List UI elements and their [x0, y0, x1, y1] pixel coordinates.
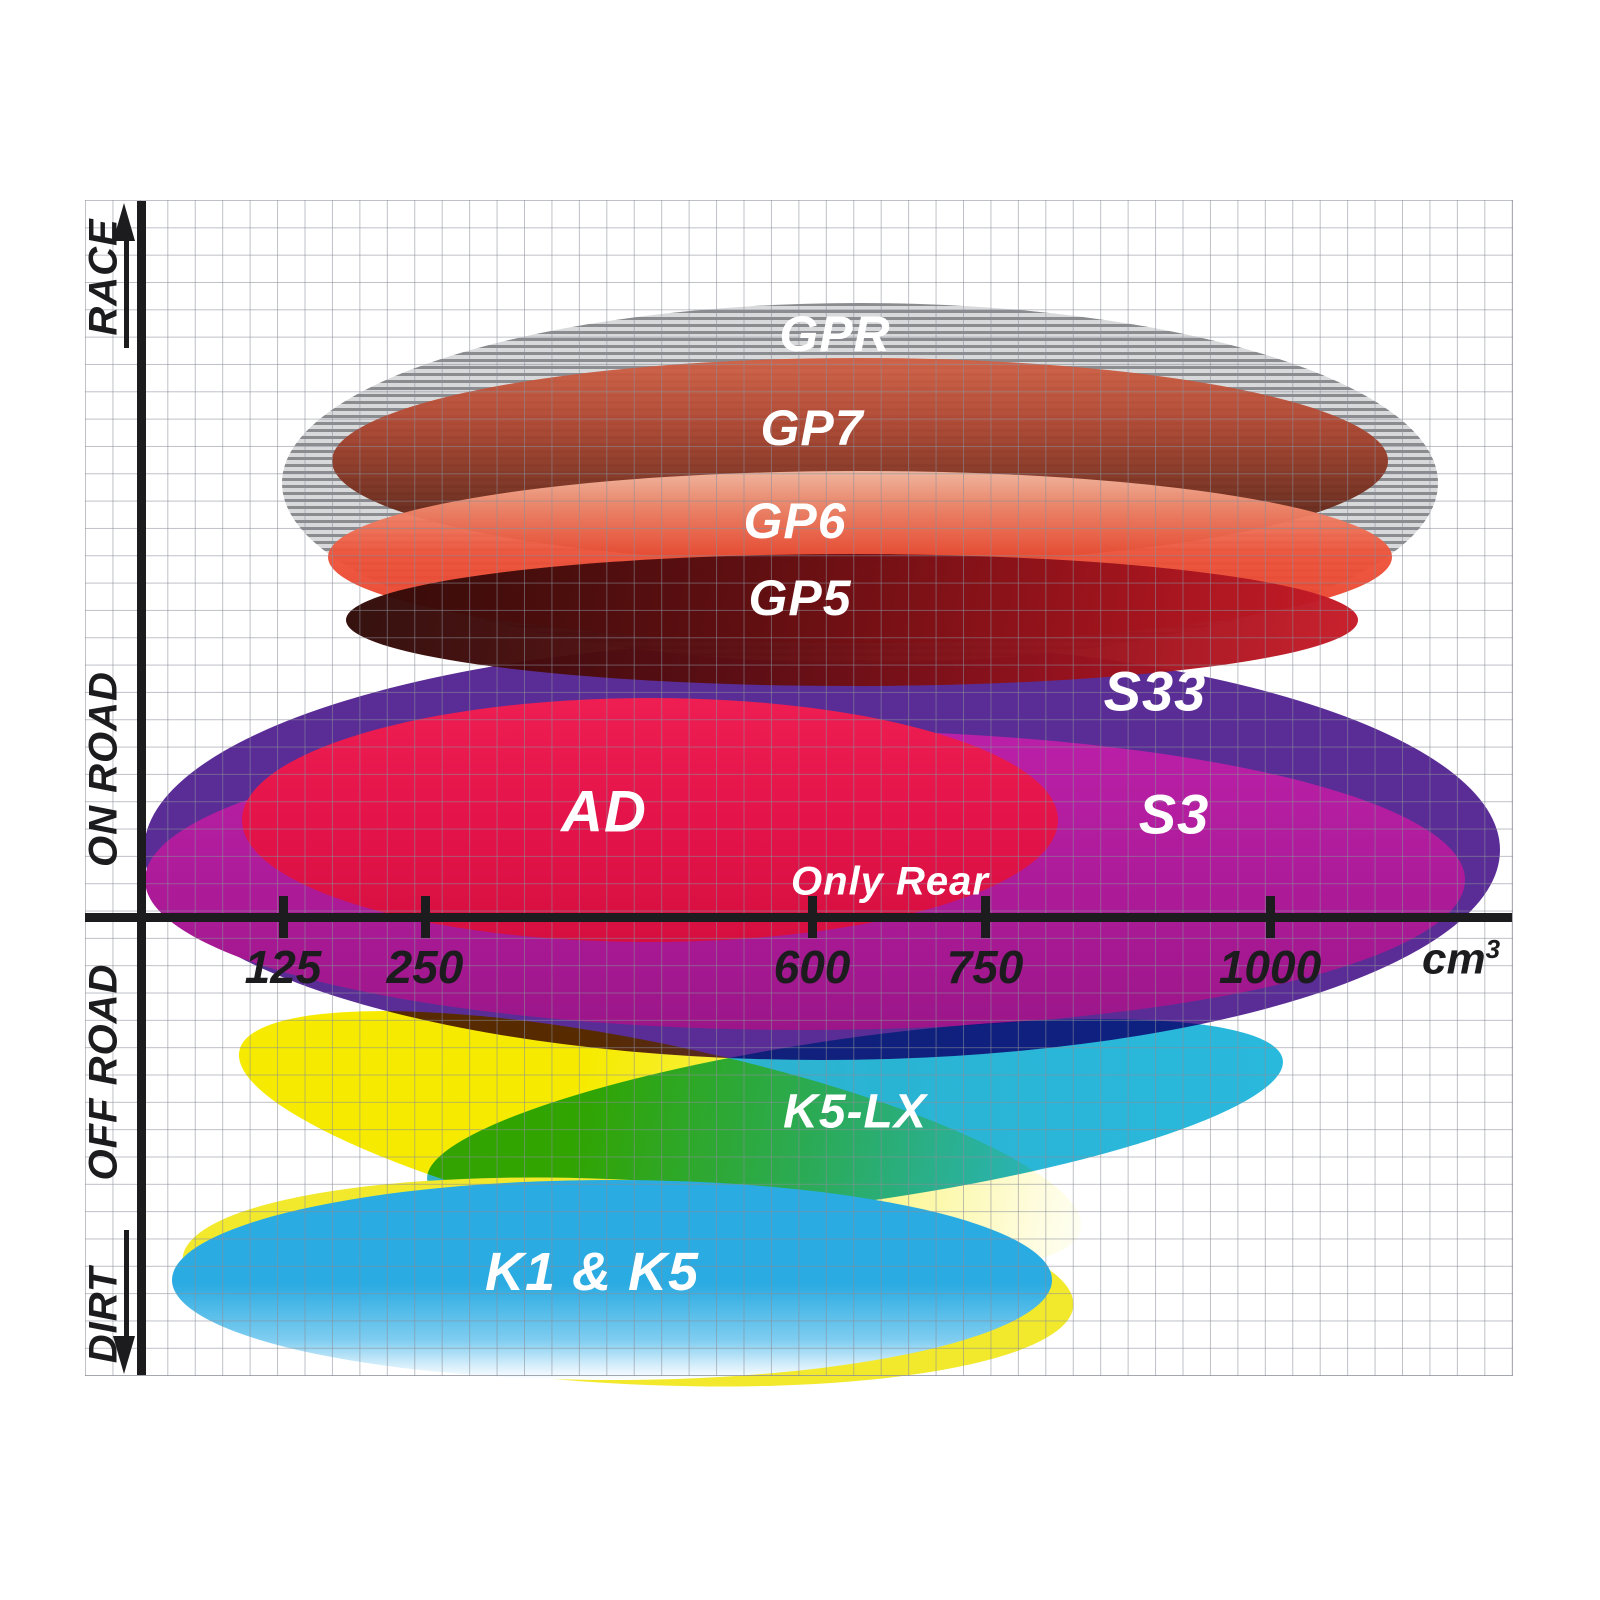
zone-label-k1-k5: K1 & K5 — [484, 1242, 700, 1302]
zone-label-gp6: GP6 — [743, 493, 847, 549]
tick-label-250: 250 — [386, 941, 464, 993]
down-arrow-icon — [113, 1336, 135, 1374]
x-axis-unit-label: cm3 — [1422, 934, 1500, 985]
zone-label-s3: S3 — [1138, 782, 1210, 846]
up-arrow-icon — [113, 203, 135, 241]
up-arrow-line — [124, 240, 129, 348]
zone-label-only-rear: Only Rear — [791, 859, 989, 904]
tick-mark-750 — [981, 896, 990, 938]
tick-mark-1000 — [1266, 896, 1275, 938]
side-label-on-road: ON ROAD — [81, 671, 126, 867]
tick-label-750: 750 — [946, 941, 1024, 993]
down-arrow-line — [124, 1230, 129, 1338]
unit-base: cm — [1422, 934, 1486, 984]
tick-label-1000: 1000 — [1218, 941, 1322, 993]
zone-label-k5-lx: K5-LX — [783, 1085, 927, 1139]
zone-label-gp7: GP7 — [760, 400, 864, 456]
zone-label-ad: AD — [561, 779, 647, 845]
unit-exponent: 3 — [1485, 934, 1501, 964]
zone-label-gp5: GP5 — [748, 570, 852, 626]
tick-label-125: 125 — [244, 941, 322, 993]
x-axis-line — [85, 913, 1512, 922]
tick-label-600: 600 — [773, 941, 851, 993]
zone-label-s33: S33 — [1103, 659, 1207, 723]
zone-ellipse-ad — [242, 698, 1058, 942]
y-axis-line — [137, 201, 146, 1375]
tick-mark-600 — [808, 896, 817, 938]
side-label-off-road: OFF ROAD — [81, 963, 126, 1181]
tick-mark-125 — [279, 896, 288, 938]
zone-label-gpr: GPR — [779, 306, 891, 362]
tick-mark-250 — [421, 896, 430, 938]
